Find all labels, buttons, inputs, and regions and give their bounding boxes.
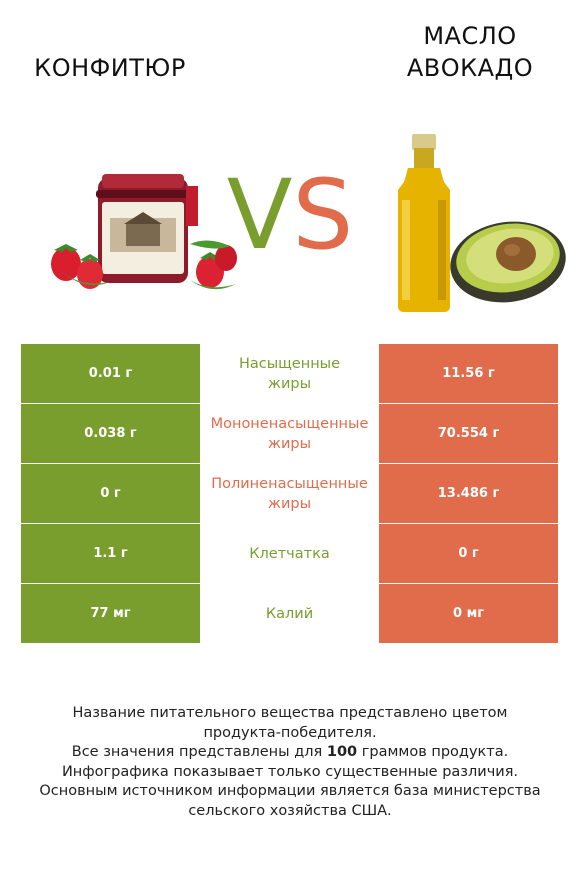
left-value: 77 мг [21, 584, 200, 643]
right-value: 13.486 г [379, 464, 558, 523]
left-value: 1.1 г [21, 524, 200, 583]
right-value: 0 мг [379, 584, 558, 643]
vs-v: V [226, 159, 293, 271]
nutrient-name-line2: жиры [267, 495, 312, 512]
nutrient-name-line1: Насыщенные [238, 355, 341, 372]
footer-line: Основным источником информации является … [39, 783, 541, 799]
right-value: 70.554 г [379, 404, 558, 463]
right-value: 11.56 г [379, 344, 558, 403]
nutrient-name: Калий [200, 584, 379, 643]
vs-label: VS [220, 160, 360, 270]
left-value: 0.01 г [21, 344, 200, 403]
nutrient-name: Клетчатка [200, 524, 379, 583]
strawberry-jam-jar-icon [51, 174, 237, 290]
nutrient-name: Насыщенные жиры [200, 344, 379, 403]
comparison-table: 0.01 г Насыщенные жиры 11.56 г 0.038 г Мо… [21, 344, 558, 644]
nutrient-name: Мононенасыщенные жиры [200, 404, 379, 463]
footer-bold-amount: 100 [326, 744, 358, 760]
vs-s: S [292, 159, 354, 271]
footer-line: Инфографика показывает только существенн… [61, 763, 519, 780]
nutrient-name-line1: Калий [265, 605, 314, 622]
nutrient-name-line1: Клетчатка [249, 545, 330, 562]
table-row: 0 г Полиненасыщенные жиры 13.486 г [21, 464, 558, 524]
nutrient-name-line1: Мононенасыщенные [210, 415, 369, 432]
footer-line: продукта-победителя. [203, 724, 377, 741]
nutrient-name-line2: жиры [267, 435, 312, 452]
left-value: 0 г [21, 464, 200, 523]
table-row: 0.01 г Насыщенные жиры 11.56 г [21, 344, 558, 404]
left-food-title: КОНФИТЮР [34, 54, 186, 82]
nutrient-name: Полиненасыщенные жиры [200, 464, 379, 523]
nutrient-name-line2: жиры [267, 375, 312, 392]
table-row: 1.1 г Клетчатка 0 г [21, 524, 558, 584]
footer-line: Название питательного вещества представл… [72, 705, 508, 721]
nutrient-name-line1: Полиненасыщенные [211, 475, 368, 492]
footer-line: сельского хозяйства США. [188, 802, 392, 819]
right-food-title-line2: АВОКАДО [406, 54, 534, 82]
table-row: 0.038 г Мононенасыщенные жиры 70.554 г [21, 404, 558, 464]
right-value: 0 г [379, 524, 558, 583]
table-row: 77 мг Калий 0 мг [21, 584, 558, 644]
right-food-title: МАСЛО АВОКАДО [370, 20, 570, 84]
avocado-oil-bottle-icon [398, 134, 566, 312]
footer-line: Все значения представлены для 100 граммо… [71, 744, 509, 760]
right-food-title-line1: МАСЛО [423, 22, 517, 50]
footer-note: Название питательного вещества представл… [20, 704, 560, 821]
left-value: 0.038 г [21, 404, 200, 463]
